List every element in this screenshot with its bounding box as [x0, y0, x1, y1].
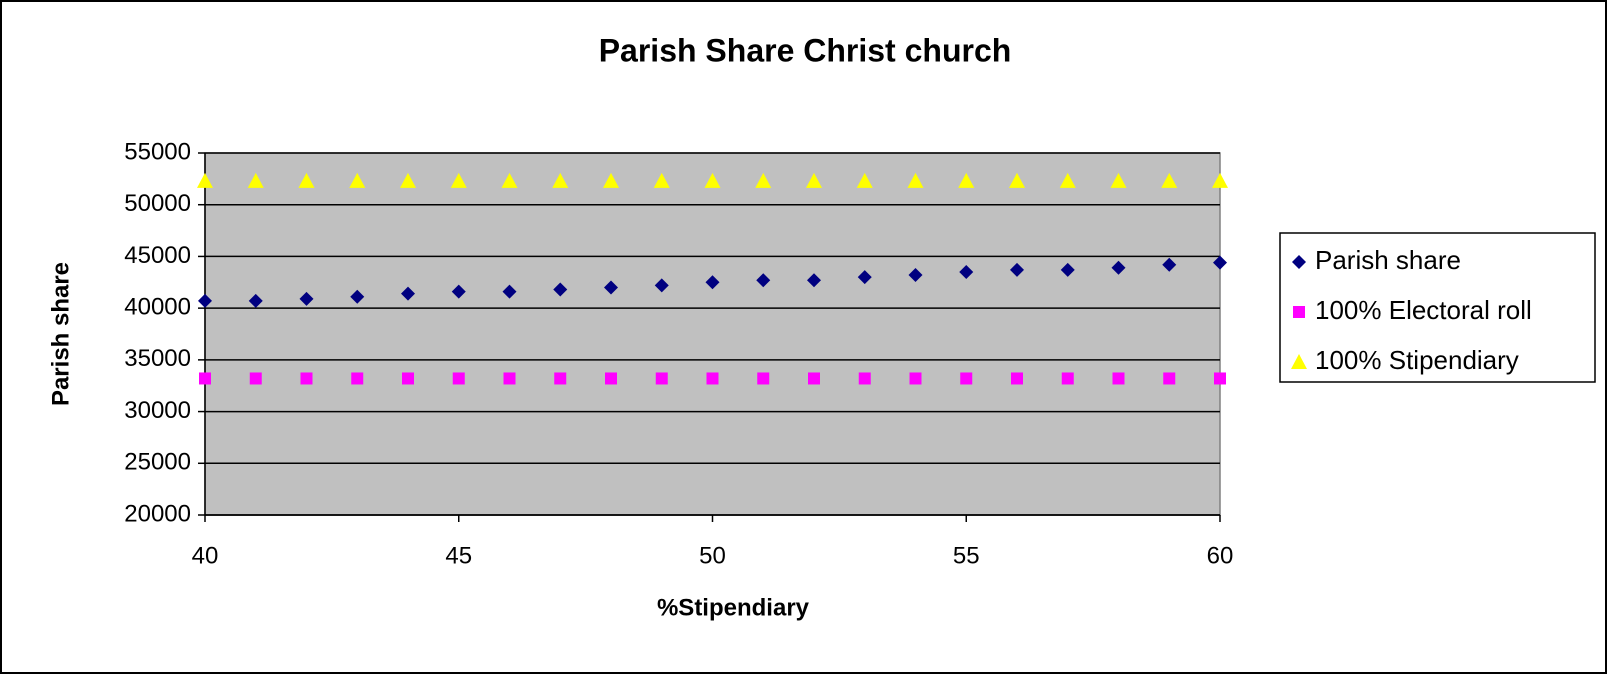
point [756, 273, 771, 288]
point [350, 289, 365, 304]
point [1060, 262, 1075, 277]
point [450, 172, 467, 188]
point [604, 280, 618, 295]
legend-label: Parish share [1315, 245, 1461, 275]
point [1162, 257, 1177, 272]
x-tick-label: 40 [192, 542, 219, 569]
point [705, 275, 720, 290]
y-tick-label: 25000 [124, 449, 191, 476]
point [451, 284, 466, 299]
point [300, 372, 313, 385]
y-tick-label: 35000 [124, 345, 191, 372]
chart-title: Parish Share Christ church [599, 32, 1012, 68]
point [197, 172, 213, 188]
point [351, 372, 364, 385]
point [653, 172, 670, 188]
y-tick-label: 55000 [124, 138, 191, 165]
point [552, 172, 569, 188]
point [807, 273, 821, 288]
point [858, 372, 871, 385]
point [909, 372, 922, 385]
x-axis-label: %Stipendiary [657, 594, 810, 621]
point [1212, 172, 1228, 188]
point [400, 172, 416, 188]
point [1011, 372, 1023, 385]
point [1161, 172, 1178, 188]
point [856, 172, 873, 188]
y-tick-label: 45000 [124, 242, 191, 269]
point [1213, 255, 1227, 270]
point [1163, 372, 1176, 385]
point [704, 172, 721, 188]
point [298, 172, 315, 188]
point [1112, 372, 1125, 385]
point [806, 172, 822, 188]
point [199, 372, 211, 385]
point [603, 172, 619, 188]
point [655, 372, 668, 385]
point [959, 264, 974, 279]
point [198, 293, 212, 308]
point [908, 268, 923, 283]
y-axis-label: Parish share [47, 262, 74, 406]
point [553, 282, 568, 297]
point [1009, 172, 1025, 188]
legend-marker [1292, 255, 1306, 269]
y-tick-label: 50000 [124, 190, 191, 217]
plot-area [204, 152, 1221, 516]
point [249, 372, 262, 385]
point [452, 372, 465, 385]
legend-marker [1291, 354, 1307, 369]
point [299, 291, 314, 306]
point [654, 278, 669, 293]
x-tick-label: 50 [699, 542, 726, 569]
point [402, 372, 414, 385]
legend-marker [1293, 306, 1305, 318]
legend-label: 100% Stipendiary [1315, 345, 1519, 375]
point [1061, 372, 1074, 385]
point [1214, 372, 1226, 385]
point [1110, 172, 1127, 188]
x-tick-label: 55 [953, 542, 980, 569]
point [1059, 172, 1076, 188]
point [960, 372, 973, 385]
point [248, 293, 263, 308]
x-tick-label: 60 [1207, 542, 1234, 569]
y-tick-label: 20000 [124, 500, 191, 527]
point [605, 372, 617, 385]
point [755, 172, 772, 188]
point [1111, 260, 1126, 275]
point [958, 172, 975, 188]
point [349, 172, 366, 188]
y-tick-label: 30000 [124, 397, 191, 424]
point [1010, 262, 1024, 277]
point [247, 172, 264, 188]
legend-box [1279, 232, 1596, 383]
point [857, 270, 872, 285]
legend-label: 100% Electoral roll [1315, 295, 1532, 325]
point [907, 172, 924, 188]
point [706, 372, 719, 385]
y-tick-label: 40000 [124, 293, 191, 320]
point [503, 372, 516, 385]
point [401, 286, 415, 301]
point [808, 372, 820, 385]
point [501, 172, 518, 188]
point [554, 372, 567, 385]
point [757, 372, 770, 385]
x-tick-label: 45 [445, 542, 472, 569]
point [502, 284, 517, 299]
